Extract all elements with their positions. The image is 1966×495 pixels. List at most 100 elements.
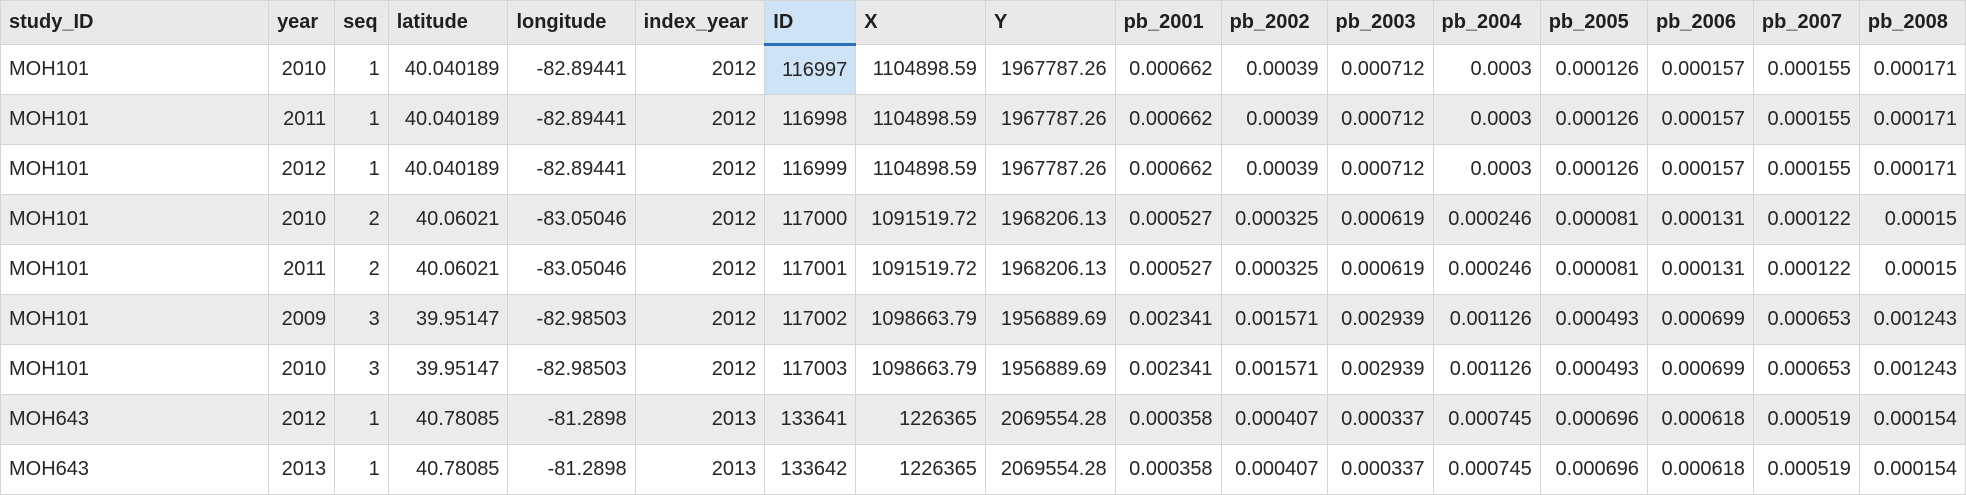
cell-latitude[interactable]: 39.95147 bbox=[387, 294, 509, 345]
table-row[interactable]: MOH101 2011 1 40.040189 -82.89441 2012 116998 1… bbox=[0, 94, 1966, 145]
table-row[interactable]: MOH643 2013 1 40.78085 -81.2898 2013 133642 122… bbox=[0, 444, 1966, 495]
cell-pb-2005[interactable]: 0.000126 bbox=[1539, 144, 1648, 195]
cell-pb-2003[interactable]: 0.000712 bbox=[1326, 144, 1434, 195]
cell-pb-2008[interactable]: 0.000171 bbox=[1858, 44, 1966, 95]
cell-pb-2005[interactable]: 0.000126 bbox=[1539, 94, 1648, 145]
cell-longitude[interactable]: -82.98503 bbox=[507, 294, 636, 345]
cell-longitude[interactable]: -82.89441 bbox=[507, 94, 636, 145]
cell-y[interactable]: 2069554.28 bbox=[984, 444, 1116, 495]
cell-y[interactable]: 1968206.13 bbox=[984, 194, 1116, 245]
cell-seq[interactable]: 1 bbox=[334, 444, 389, 495]
cell-pb-2001[interactable]: 0.000358 bbox=[1114, 444, 1222, 495]
cell-pb-2006[interactable]: 0.000157 bbox=[1646, 94, 1754, 145]
cell-study-id[interactable]: MOH101 bbox=[0, 94, 270, 145]
cell-year[interactable]: 2010 bbox=[268, 344, 336, 395]
cell-latitude[interactable]: 40.06021 bbox=[387, 244, 509, 295]
cell-longitude[interactable]: -81.2898 bbox=[507, 444, 636, 495]
table-row[interactable]: MOH101 2010 3 39.95147 -82.98503 2012 117003 10… bbox=[0, 344, 1966, 395]
cell-index-year[interactable]: 2012 bbox=[634, 244, 766, 295]
cell-pb-2002[interactable]: 0.001571 bbox=[1220, 294, 1328, 345]
cell-pb-2002[interactable]: 0.000407 bbox=[1220, 444, 1328, 495]
column-header-study-id[interactable]: study_ID bbox=[0, 0, 270, 45]
cell-id[interactable]: 117000 bbox=[764, 194, 857, 245]
cell-study-id[interactable]: MOH101 bbox=[0, 244, 270, 295]
column-header-longitude[interactable]: longitude bbox=[507, 0, 636, 45]
cell-seq[interactable]: 1 bbox=[334, 44, 389, 95]
cell-index-year[interactable]: 2012 bbox=[634, 144, 766, 195]
table-row[interactable]: MOH101 2012 1 40.040189 -82.89441 2012 116999 1… bbox=[0, 144, 1966, 195]
cell-latitude[interactable]: 40.06021 bbox=[387, 194, 509, 245]
cell-pb-2007[interactable]: 0.000155 bbox=[1752, 144, 1860, 195]
cell-id[interactable]: 117003 bbox=[764, 344, 857, 395]
cell-pb-2006[interactable]: 0.000618 bbox=[1646, 394, 1754, 445]
cell-pb-2003[interactable]: 0.000337 bbox=[1326, 394, 1434, 445]
cell-y[interactable]: 1968206.13 bbox=[984, 244, 1116, 295]
cell-pb-2003[interactable]: 0.000337 bbox=[1326, 444, 1434, 495]
column-header-pb-2003[interactable]: pb_2003 bbox=[1326, 0, 1434, 45]
cell-pb-2004[interactable]: 0.000246 bbox=[1432, 244, 1541, 295]
cell-pb-2008[interactable]: 0.00015 bbox=[1858, 244, 1966, 295]
cell-pb-2006[interactable]: 0.000699 bbox=[1646, 344, 1754, 395]
cell-y[interactable]: 2069554.28 bbox=[984, 394, 1116, 445]
cell-year[interactable]: 2012 bbox=[268, 394, 336, 445]
cell-latitude[interactable]: 40.040189 bbox=[387, 44, 509, 95]
cell-pb-2008[interactable]: 0.00015 bbox=[1858, 194, 1966, 245]
cell-pb-2006[interactable]: 0.000157 bbox=[1646, 44, 1754, 95]
cell-pb-2005[interactable]: 0.000696 bbox=[1539, 394, 1648, 445]
cell-pb-2008[interactable]: 0.001243 bbox=[1858, 294, 1966, 345]
cell-study-id[interactable]: MOH643 bbox=[0, 394, 270, 445]
cell-pb-2004[interactable]: 0.0003 bbox=[1432, 94, 1541, 145]
cell-y[interactable]: 1967787.26 bbox=[984, 144, 1116, 195]
cell-id[interactable]: 116998 bbox=[764, 94, 857, 145]
cell-id[interactable]: 116997 bbox=[764, 44, 857, 95]
cell-year[interactable]: 2013 bbox=[268, 444, 336, 495]
cell-study-id[interactable]: MOH101 bbox=[0, 44, 270, 95]
cell-pb-2002[interactable]: 0.000325 bbox=[1220, 194, 1328, 245]
cell-x[interactable]: 1104898.59 bbox=[855, 94, 986, 145]
cell-x[interactable]: 1098663.79 bbox=[855, 344, 986, 395]
cell-pb-2004[interactable]: 0.001126 bbox=[1432, 344, 1541, 395]
cell-latitude[interactable]: 39.95147 bbox=[387, 344, 509, 395]
cell-pb-2007[interactable]: 0.000122 bbox=[1752, 194, 1860, 245]
cell-y[interactable]: 1956889.69 bbox=[984, 294, 1116, 345]
cell-pb-2002[interactable]: 0.00039 bbox=[1220, 44, 1328, 95]
cell-pb-2004[interactable]: 0.000745 bbox=[1432, 394, 1541, 445]
cell-x[interactable]: 1091519.72 bbox=[855, 194, 986, 245]
cell-latitude[interactable]: 40.78085 bbox=[387, 444, 509, 495]
cell-pb-2001[interactable]: 0.000358 bbox=[1114, 394, 1222, 445]
cell-pb-2002[interactable]: 0.00039 bbox=[1220, 94, 1328, 145]
cell-latitude[interactable]: 40.040189 bbox=[387, 144, 509, 195]
cell-y[interactable]: 1956889.69 bbox=[984, 344, 1116, 395]
cell-pb-2002[interactable]: 0.000407 bbox=[1220, 394, 1328, 445]
cell-pb-2004[interactable]: 0.0003 bbox=[1432, 144, 1541, 195]
cell-pb-2006[interactable]: 0.000157 bbox=[1646, 144, 1754, 195]
cell-pb-2008[interactable]: 0.000171 bbox=[1858, 144, 1966, 195]
cell-pb-2008[interactable]: 0.001243 bbox=[1858, 344, 1966, 395]
cell-x[interactable]: 1098663.79 bbox=[855, 294, 986, 345]
cell-seq[interactable]: 2 bbox=[334, 244, 389, 295]
column-header-pb-2004[interactable]: pb_2004 bbox=[1432, 0, 1541, 45]
cell-x[interactable]: 1104898.59 bbox=[855, 144, 986, 195]
cell-pb-2006[interactable]: 0.000131 bbox=[1646, 194, 1754, 245]
cell-id[interactable]: 133642 bbox=[764, 444, 857, 495]
cell-pb-2007[interactable]: 0.000122 bbox=[1752, 244, 1860, 295]
cell-pb-2001[interactable]: 0.000662 bbox=[1114, 94, 1222, 145]
cell-pb-2007[interactable]: 0.000653 bbox=[1752, 294, 1860, 345]
cell-pb-2006[interactable]: 0.000699 bbox=[1646, 294, 1754, 345]
cell-study-id[interactable]: MOH101 bbox=[0, 344, 270, 395]
cell-pb-2007[interactable]: 0.000519 bbox=[1752, 444, 1860, 495]
cell-year[interactable]: 2012 bbox=[268, 144, 336, 195]
cell-pb-2002[interactable]: 0.000325 bbox=[1220, 244, 1328, 295]
cell-pb-2003[interactable]: 0.000619 bbox=[1326, 194, 1434, 245]
cell-index-year[interactable]: 2013 bbox=[634, 444, 766, 495]
column-header-pb-2007[interactable]: pb_2007 bbox=[1752, 0, 1860, 45]
cell-pb-2004[interactable]: 0.000745 bbox=[1432, 444, 1541, 495]
column-header-index-year[interactable]: index_year bbox=[634, 0, 766, 45]
table-row[interactable]: MOH101 2010 1 40.040189 -82.89441 2012 116997 1… bbox=[0, 44, 1966, 95]
cell-seq[interactable]: 3 bbox=[334, 344, 389, 395]
column-header-y[interactable]: Y bbox=[984, 0, 1116, 45]
cell-seq[interactable]: 2 bbox=[334, 194, 389, 245]
column-header-pb-2005[interactable]: pb_2005 bbox=[1539, 0, 1648, 45]
cell-id[interactable]: 117001 bbox=[764, 244, 857, 295]
cell-seq[interactable]: 1 bbox=[334, 144, 389, 195]
